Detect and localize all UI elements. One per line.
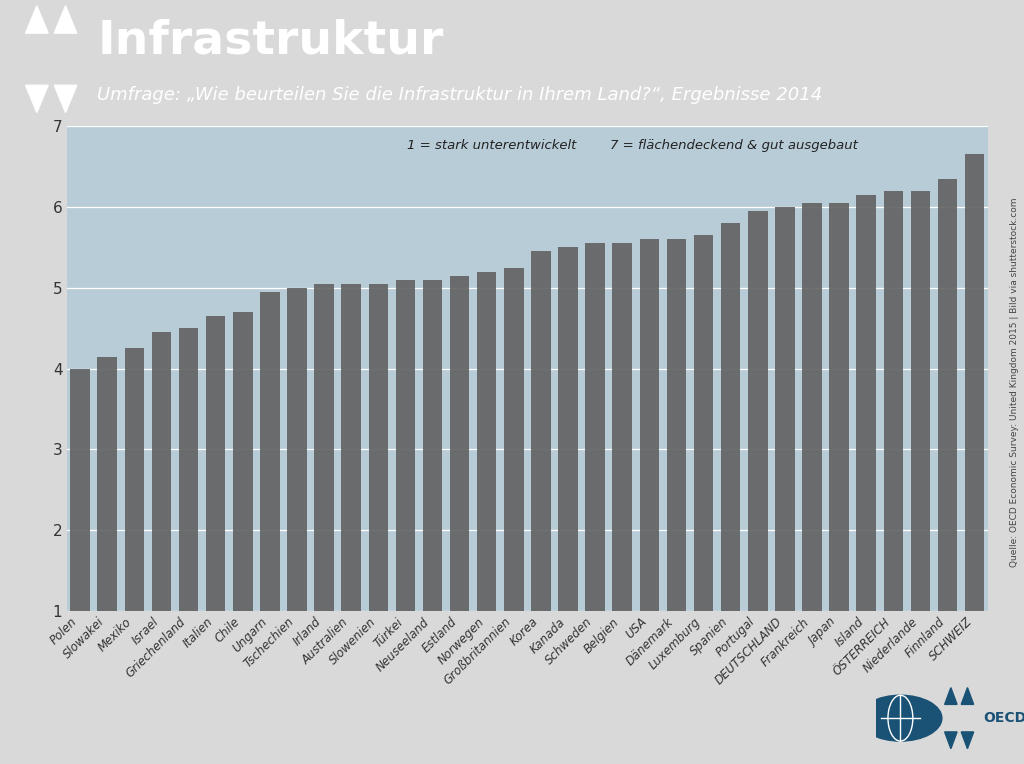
Bar	[558, 248, 578, 611]
Bar	[938, 179, 957, 611]
Bar	[748, 211, 768, 611]
Bar	[667, 239, 686, 611]
Bar	[829, 203, 849, 611]
Bar	[612, 243, 632, 611]
Bar	[152, 332, 171, 611]
Text: Umfrage: „Wie beurteilen Sie die Infrastruktur in Ihrem Land?“, Ergebnisse 2014: Umfrage: „Wie beurteilen Sie die Infrast…	[97, 86, 822, 104]
Bar	[856, 195, 876, 611]
Polygon shape	[962, 688, 974, 704]
Bar	[341, 283, 360, 611]
Text: OECD: OECD	[983, 711, 1024, 725]
Bar	[369, 283, 388, 611]
Polygon shape	[54, 86, 77, 112]
Bar	[775, 207, 795, 611]
Text: Quelle: OECD Economic Survey: United Kingdom 2015 | Bild via shutterstock.com: Quelle: OECD Economic Survey: United Kin…	[1010, 197, 1019, 567]
Bar	[395, 280, 415, 611]
Bar	[233, 312, 253, 611]
Polygon shape	[944, 732, 957, 749]
Bar	[802, 203, 821, 611]
Bar	[450, 276, 469, 611]
Bar	[477, 272, 497, 611]
Circle shape	[859, 695, 942, 741]
Polygon shape	[962, 732, 974, 749]
Bar	[125, 348, 144, 611]
Bar	[179, 329, 199, 611]
Bar	[423, 280, 442, 611]
Bar	[721, 223, 740, 611]
Polygon shape	[54, 6, 77, 33]
Bar	[884, 191, 903, 611]
Bar	[531, 251, 551, 611]
Bar	[206, 316, 225, 611]
Bar	[640, 239, 659, 611]
Polygon shape	[944, 688, 957, 704]
Bar	[965, 154, 984, 611]
Bar	[260, 292, 280, 611]
Bar	[287, 288, 307, 611]
Polygon shape	[26, 86, 48, 112]
Bar	[586, 243, 605, 611]
Text: 1 = stark unterentwickelt: 1 = stark unterentwickelt	[408, 139, 577, 152]
Bar	[910, 191, 930, 611]
Bar	[314, 283, 334, 611]
Bar	[71, 368, 90, 611]
Text: 7 = flächendeckend & gut ausgebaut: 7 = flächendeckend & gut ausgebaut	[610, 139, 858, 152]
Bar	[97, 357, 117, 611]
Polygon shape	[26, 6, 48, 33]
Bar	[504, 267, 523, 611]
Text: Infrastruktur: Infrastruktur	[97, 19, 443, 64]
Bar	[694, 235, 714, 611]
